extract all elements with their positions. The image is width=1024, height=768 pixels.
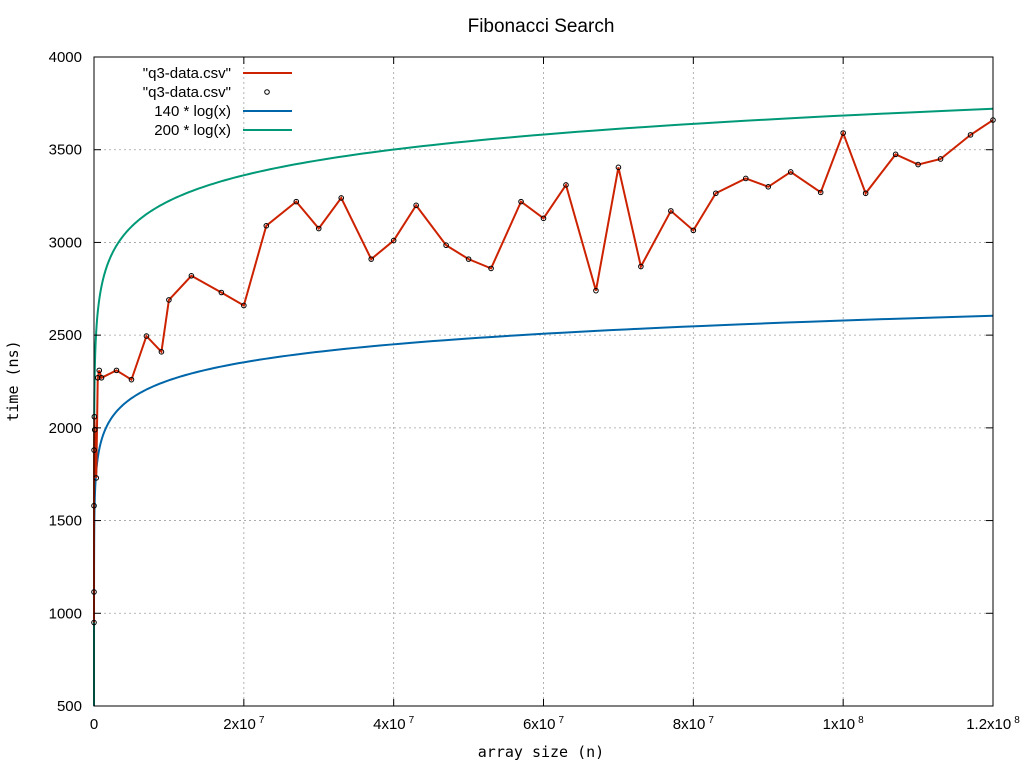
data-point (668, 208, 674, 214)
data-point (817, 189, 824, 196)
data-point (615, 164, 622, 171)
data-line (93, 119, 994, 623)
data-point (892, 151, 899, 158)
data-point (443, 242, 449, 249)
data-point (390, 237, 397, 244)
x-tick-label: 8x10 7 (673, 715, 715, 733)
data-point (98, 374, 105, 381)
y-tick-label: 500 (57, 698, 82, 715)
data-point (94, 374, 101, 381)
data-point (915, 161, 921, 168)
data-point (465, 256, 472, 262)
data-point (413, 202, 419, 209)
x-tick-label: 4x10 7 (373, 715, 415, 733)
data-point (263, 222, 270, 229)
data-point (518, 198, 524, 205)
x-tick-label: 6x10 7 (523, 715, 565, 733)
x-tick-label: 2x10 7 (223, 715, 265, 733)
legend-entry-label: 140 * log(x) (154, 103, 231, 120)
data-point (488, 265, 494, 272)
data-point (338, 195, 345, 201)
data-point (113, 367, 120, 374)
legend-entry-label: 200 * log(x) (154, 122, 231, 139)
data-point (128, 376, 135, 383)
legend-point-swatch (264, 89, 270, 95)
grid (94, 57, 993, 706)
data-point (166, 297, 172, 303)
data-point (293, 198, 300, 205)
data-point (765, 184, 772, 190)
data-point (690, 227, 697, 234)
legend: "q3-data.csv" "q3-data.csv" 140 * log(x) 20… (143, 65, 292, 139)
chart-title: Fibonacci Search (468, 16, 615, 37)
y-tick-label: 1000 (49, 605, 82, 622)
y-tick-label: 3000 (49, 234, 82, 251)
x-axis-label: array size (n) (478, 743, 604, 761)
data-point (143, 333, 150, 339)
data-point (218, 289, 225, 296)
y-tick-label: 4000 (49, 49, 82, 66)
data-point (787, 169, 794, 175)
x-tick-label: 1.2x10 8 (966, 715, 1020, 733)
data-point (563, 182, 569, 188)
y-axis-label: time (ns) (4, 340, 22, 421)
y-tick-label: 1500 (49, 513, 82, 530)
data-point (638, 263, 644, 270)
data-point (188, 273, 195, 279)
y-tick-label: 2500 (49, 327, 82, 344)
y-tick-label: 2000 (49, 420, 82, 437)
data-point (96, 367, 103, 374)
data-point (742, 175, 749, 182)
x-tick-label: 0 (90, 716, 98, 733)
x-axis-ticks: 0 2x10 7 4x10 7 6x10 7 8x10 7 1x10 8 1.2x10 8 (90, 57, 1020, 733)
legend-entry-label: "q3-data.csv" (143, 65, 231, 82)
data-point (540, 215, 547, 222)
data-point (593, 287, 599, 294)
data-point (937, 156, 944, 162)
data-point (315, 225, 322, 232)
data-point (368, 256, 374, 262)
data-point (840, 130, 846, 136)
y-tick-label: 3500 (49, 142, 82, 159)
data-point (241, 302, 247, 309)
data-point (713, 190, 719, 197)
data-point (158, 349, 165, 355)
data-point (967, 132, 974, 138)
y-axis-ticks: 500 1000 1500 2000 2500 3000 3500 4000 (49, 49, 993, 715)
legend-entry-label: "q3-data.csv" (143, 84, 231, 101)
data-point (862, 190, 869, 197)
x-tick-label: 1x10 8 (823, 715, 865, 733)
